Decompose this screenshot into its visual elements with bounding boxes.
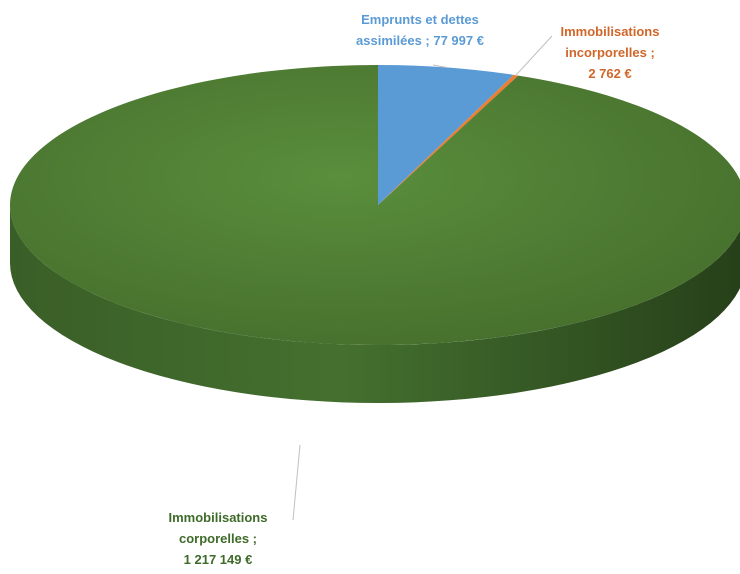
data-label-line: 1 217 149 € [184, 552, 253, 567]
leader-lines [292, 35, 553, 521]
data-label-line: 2 762 € [588, 66, 631, 81]
data-label-line: Emprunts et dettes [361, 12, 479, 27]
data-label-line: Immobilisations [561, 24, 660, 39]
leader-line-0 [432, 64, 448, 68]
data-label-line: Immobilisations [169, 510, 268, 525]
pie-top-face [10, 65, 740, 345]
pie-side-wall [10, 205, 740, 403]
data-label-line: incorporelles ; [565, 45, 655, 60]
data-label-1: Immobilisations incorporelles ; 2 762 € [561, 24, 660, 81]
pie-slice-1 [378, 74, 519, 206]
pie-slice-0 [378, 65, 514, 205]
data-label-line: assimilées ; 77 997 € [356, 33, 484, 48]
pie-edge-corporelles [10, 205, 740, 403]
pie-slice-2 [10, 65, 740, 345]
leader-line-1 [515, 35, 553, 76]
data-labels: Emprunts et dettes assimilées ; 77 997 € I… [169, 12, 660, 567]
data-label-2: Immobilisations corporelles ; 1 217 149 € [169, 510, 268, 567]
leader-line-2 [292, 444, 301, 521]
data-label-0: Emprunts et dettes assimilées ; 77 997 € [356, 12, 484, 48]
data-label-line: corporelles ; [179, 531, 257, 546]
